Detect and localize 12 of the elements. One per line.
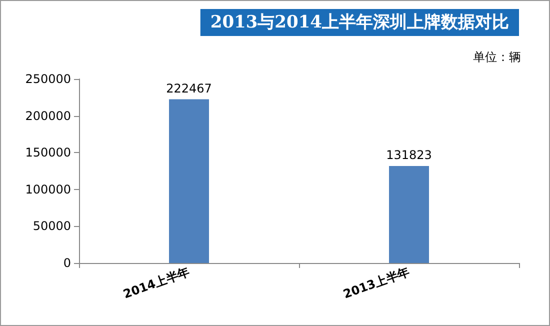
text: 单位：辆 [473, 50, 521, 64]
y-tick-label: 200000 [25, 108, 71, 123]
y-tick-label: 250000 [25, 72, 71, 86]
y-tick-label: 100000 [25, 182, 71, 196]
data-label: 131823 [386, 148, 432, 162]
y-tick-label: 150000 [25, 146, 71, 160]
data-label: 222467 [166, 81, 212, 96]
y-tick-label: 50000 [32, 219, 71, 234]
x-tick-label: 2014上半年 [121, 264, 192, 302]
chart-title: 2013与2014上半年深圳上牌数据对比 [210, 12, 510, 32]
y-tick-label: 0 [63, 256, 71, 270]
x-tick-label: 2013上半年 [341, 264, 412, 302]
